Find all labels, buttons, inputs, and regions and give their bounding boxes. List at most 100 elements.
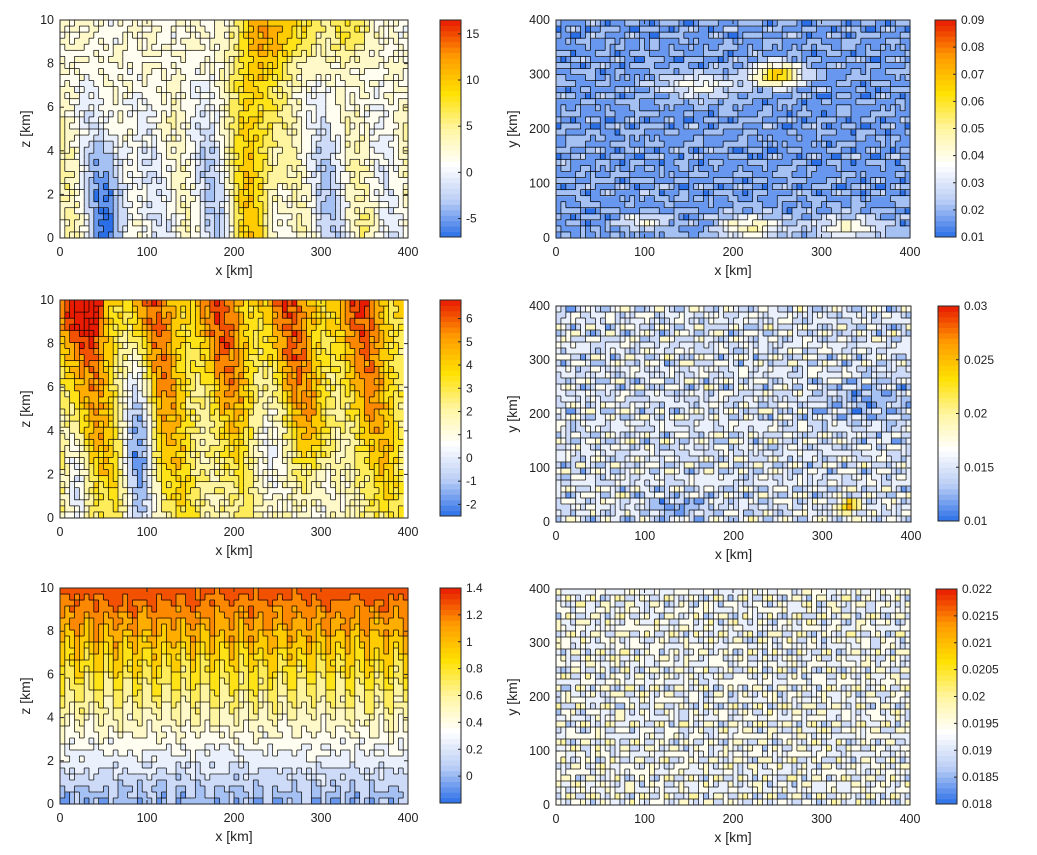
heatmap-cell [65,177,70,184]
heatmap-cell [166,202,171,209]
heatmap-cell [94,99,99,106]
heatmap-cell [239,44,244,51]
heatmap-cell [157,226,162,233]
heatmap-cell [244,123,249,130]
heatmap-cell [350,117,355,124]
heatmap-cell [263,117,268,124]
heatmap-cell [181,87,186,94]
heatmap-cell [374,153,379,160]
heatmap-cell [355,20,360,27]
heatmap-cell [234,141,239,148]
heatmap-cell [389,171,394,178]
heatmap-cell [244,220,249,227]
heatmap-cell [75,56,80,63]
heatmap-cell [307,56,312,63]
heatmap-cell [350,135,355,142]
heatmap-cell [181,190,186,197]
heatmap-cell [307,38,312,45]
heatmap-cell [355,117,360,124]
heatmap-cell [205,208,210,215]
heatmap-cell [60,75,65,82]
heatmap-cell [249,32,254,39]
heatmap-cell [108,26,113,33]
heatmap-cell [186,147,191,154]
heatmap-cell [244,81,249,88]
heatmap-cell [166,87,171,94]
heatmap-cell [389,141,394,148]
heatmap-cell [152,117,157,124]
heatmap-cell [94,135,99,142]
heatmap-cell [394,93,399,100]
heatmap-cell [99,153,104,160]
heatmap-cell [191,214,196,221]
heatmap-cell [60,38,65,45]
heatmap-cell [282,111,287,118]
heatmap-cell [99,159,104,166]
heatmap-cell [292,56,297,63]
heatmap-cell [181,81,186,88]
heatmap-cell [147,117,152,124]
heatmap-cell [331,20,336,27]
heatmap-cell [336,68,341,75]
heatmap-cell [234,159,239,166]
heatmap-cell [316,93,321,100]
heatmap-cell [171,105,176,112]
heatmap-cell [292,38,297,45]
heatmap-cell [321,171,326,178]
heatmap-cell [147,214,152,221]
heatmap-cell [137,123,142,130]
heatmap-cell [191,56,196,63]
heatmap-cell [152,75,157,82]
heatmap-cell [108,75,113,82]
heatmap-cell [302,75,307,82]
heatmap-cell [360,202,365,209]
heatmap-cell [350,165,355,172]
heatmap-cell [268,93,273,100]
heatmap-cell [60,87,65,94]
heatmap-cell [186,50,191,57]
heatmap-cell [70,44,75,51]
heatmap-cell [278,56,283,63]
heatmap-cell [84,50,89,57]
heatmap-cell [374,129,379,136]
heatmap-cell [273,123,278,130]
heatmap-cell [171,56,176,63]
heatmap-cell [384,214,389,221]
heatmap-cell [142,56,147,63]
heatmap-cell [147,111,152,118]
heatmap-cell [60,50,65,57]
heatmap-cell [195,184,200,191]
heatmap-cell [365,208,370,215]
heatmap-cell [89,202,94,209]
heatmap-cell [65,50,70,57]
heatmap-cell [302,38,307,45]
heatmap-cell [355,153,360,160]
heatmap-cell [340,75,345,82]
heatmap-cell [273,44,278,51]
heatmap-cell [273,147,278,154]
heatmap-cell [302,220,307,227]
heatmap-cell [176,26,181,33]
heatmap-cell [340,56,345,63]
heatmap-cell [360,165,365,172]
heatmap-cell [307,99,312,106]
heatmap-cell [234,214,239,221]
heatmap-cell [94,44,99,51]
heatmap-cell [142,62,147,69]
heatmap-cell [365,38,370,45]
heatmap-cell [297,93,302,100]
heatmap-cell [104,135,109,142]
heatmap-cell [273,214,278,221]
heatmap-cell [398,38,403,45]
heatmap-cell [113,81,118,88]
heatmap-cell [108,105,113,112]
heatmap-cell [70,93,75,100]
heatmap-cell [128,153,133,160]
heatmap-cell [350,129,355,136]
heatmap-cell [133,93,138,100]
heatmap-cell [263,165,268,172]
heatmap-cell [336,129,341,136]
heatmap-cell [282,26,287,33]
heatmap-cell [137,105,142,112]
heatmap-cell [84,20,89,27]
